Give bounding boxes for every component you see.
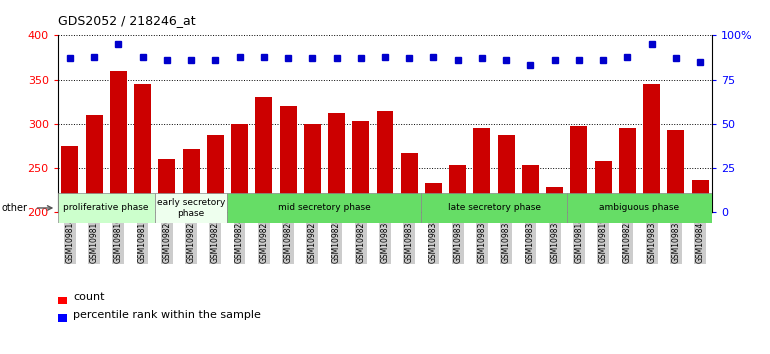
Text: early secretory
phase: early secretory phase [157, 198, 226, 218]
Bar [691, 180, 708, 212]
Text: count: count [73, 292, 105, 302]
Bar [304, 124, 321, 212]
Bar [85, 115, 102, 212]
Bar [377, 110, 393, 212]
Bar [280, 106, 296, 212]
Bar [643, 84, 660, 212]
Bar [207, 135, 224, 212]
Bar [182, 149, 199, 212]
Bar [567, 193, 712, 223]
Bar [231, 124, 248, 212]
Text: mid secretory phase: mid secretory phase [278, 204, 371, 212]
Bar [474, 128, 490, 212]
Bar [425, 183, 442, 212]
Bar [353, 121, 370, 212]
Bar [449, 165, 466, 212]
Bar [619, 128, 636, 212]
Bar [571, 126, 588, 212]
Text: other: other [2, 203, 28, 213]
Bar [256, 97, 273, 212]
Bar [668, 130, 685, 212]
Bar [522, 166, 539, 212]
Text: proliferative phase: proliferative phase [63, 204, 149, 212]
Bar [134, 84, 151, 212]
Bar [58, 193, 155, 223]
Bar [400, 153, 417, 212]
Bar [227, 193, 421, 223]
Text: GDS2052 / 218246_at: GDS2052 / 218246_at [58, 14, 196, 27]
Text: percentile rank within the sample: percentile rank within the sample [73, 310, 261, 320]
Bar [421, 193, 567, 223]
Bar [159, 159, 176, 212]
Bar [546, 187, 563, 212]
Bar [110, 71, 127, 212]
Bar [155, 193, 227, 223]
Bar [328, 113, 345, 212]
Bar [62, 146, 79, 212]
Text: late secretory phase: late secretory phase [447, 204, 541, 212]
Bar [497, 135, 514, 212]
Text: ambiguous phase: ambiguous phase [600, 204, 680, 212]
Bar [594, 161, 611, 212]
